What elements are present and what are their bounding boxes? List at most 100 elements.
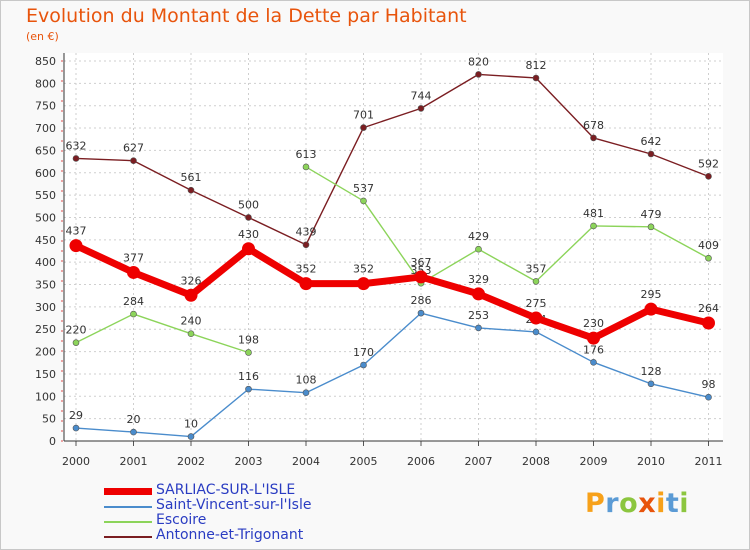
data-point xyxy=(302,241,310,249)
logo-letter: x xyxy=(638,488,657,519)
series-line xyxy=(74,242,710,342)
data-point xyxy=(245,214,252,221)
data-label: 430 xyxy=(238,228,259,241)
data-label: 592 xyxy=(698,157,719,170)
data-point xyxy=(69,239,83,253)
data-point xyxy=(475,324,482,332)
x-tick-label: 2000 xyxy=(62,455,90,468)
data-point xyxy=(245,385,252,393)
logo-letter: i xyxy=(656,488,666,519)
data-label: 20 xyxy=(127,413,141,426)
y-tick-label: 450 xyxy=(35,234,56,247)
data-label: 352 xyxy=(296,263,317,276)
data-point xyxy=(587,331,600,345)
data-point xyxy=(647,380,655,388)
data-label: 701 xyxy=(353,109,374,122)
data-point xyxy=(590,134,597,142)
data-label: 429 xyxy=(468,230,489,243)
data-label: 116 xyxy=(238,370,259,383)
data-label: 10 xyxy=(184,418,198,431)
x-tick-label: 2011 xyxy=(695,455,723,468)
y-tick-label: 150 xyxy=(35,368,56,381)
y-tick-label: 650 xyxy=(35,144,56,157)
x-tick-label: 2007 xyxy=(465,455,493,468)
data-label: 29 xyxy=(69,409,83,422)
data-point xyxy=(475,245,482,253)
y-tick-label: 600 xyxy=(35,167,56,180)
y-tick-label: 850 xyxy=(35,55,56,68)
data-label: 439 xyxy=(296,226,317,239)
data-point xyxy=(130,157,137,164)
data-label: 744 xyxy=(411,89,432,102)
data-point xyxy=(417,309,425,317)
y-tick-label: 0 xyxy=(49,435,56,448)
data-point xyxy=(529,311,543,325)
y-tick-label: 250 xyxy=(35,323,56,336)
data-label: 377 xyxy=(123,251,144,264)
data-point xyxy=(360,197,367,205)
data-label: 352 xyxy=(353,263,374,276)
legend-swatch xyxy=(104,536,152,538)
data-point xyxy=(245,349,252,356)
data-label: 240 xyxy=(181,315,202,328)
data-point xyxy=(130,310,137,318)
data-label: 627 xyxy=(123,142,144,155)
series-line xyxy=(75,166,709,354)
chart-unit-label: (en €) xyxy=(26,30,59,43)
legend-label: Saint-Vincent-sur-l'Isle xyxy=(156,497,312,513)
data-label: 537 xyxy=(353,182,374,195)
proxiti-logo: Proxiti xyxy=(585,488,689,519)
x-tick-label: 2008 xyxy=(522,455,550,468)
data-label: 500 xyxy=(238,198,259,211)
data-point xyxy=(72,339,80,346)
legend-label: Escoire xyxy=(156,512,207,528)
data-label: 632 xyxy=(66,139,87,152)
data-point xyxy=(184,288,198,302)
data-point xyxy=(242,242,255,256)
data-label: 820 xyxy=(468,55,489,68)
data-point xyxy=(705,393,712,401)
y-tick-label: 550 xyxy=(35,189,56,202)
data-label: 253 xyxy=(468,309,489,322)
data-point xyxy=(705,254,712,262)
data-label: 561 xyxy=(181,171,202,184)
data-point xyxy=(72,155,80,162)
data-point xyxy=(532,278,540,285)
data-label: 642 xyxy=(641,135,662,148)
y-tick-label: 200 xyxy=(35,346,56,359)
data-label: 326 xyxy=(181,274,202,287)
data-label: 170 xyxy=(353,346,374,359)
data-point xyxy=(647,150,655,158)
y-tick-label: 350 xyxy=(35,279,56,292)
y-tick-label: 100 xyxy=(35,390,56,403)
data-label: 481 xyxy=(583,207,604,220)
data-point xyxy=(127,265,140,279)
logo-letter: P xyxy=(585,488,606,519)
data-point xyxy=(360,124,367,131)
legend-swatch xyxy=(104,506,152,508)
data-point xyxy=(130,428,137,436)
data-point xyxy=(532,328,540,336)
data-label: 98 xyxy=(702,378,716,391)
data-label: 409 xyxy=(698,239,719,252)
data-point xyxy=(475,71,482,78)
x-tick-label: 2004 xyxy=(292,455,320,468)
x-tick-label: 2009 xyxy=(580,455,608,468)
data-point xyxy=(472,287,485,301)
data-label: 275 xyxy=(526,297,547,310)
logo-letter: r xyxy=(605,488,620,519)
y-tick-label: 700 xyxy=(35,122,56,135)
data-point xyxy=(417,105,425,112)
data-point xyxy=(302,163,310,171)
data-label: 286 xyxy=(411,294,432,307)
x-tick-label: 2005 xyxy=(350,455,378,468)
data-label: 128 xyxy=(641,365,662,378)
data-label: 357 xyxy=(526,262,547,275)
y-tick-label: 500 xyxy=(35,211,56,224)
data-label: 479 xyxy=(641,208,662,221)
data-point xyxy=(705,173,712,180)
data-point xyxy=(72,424,80,432)
logo-letter: t xyxy=(665,488,680,519)
x-tick-label: 2010 xyxy=(637,455,665,468)
data-label: 176 xyxy=(583,343,604,356)
